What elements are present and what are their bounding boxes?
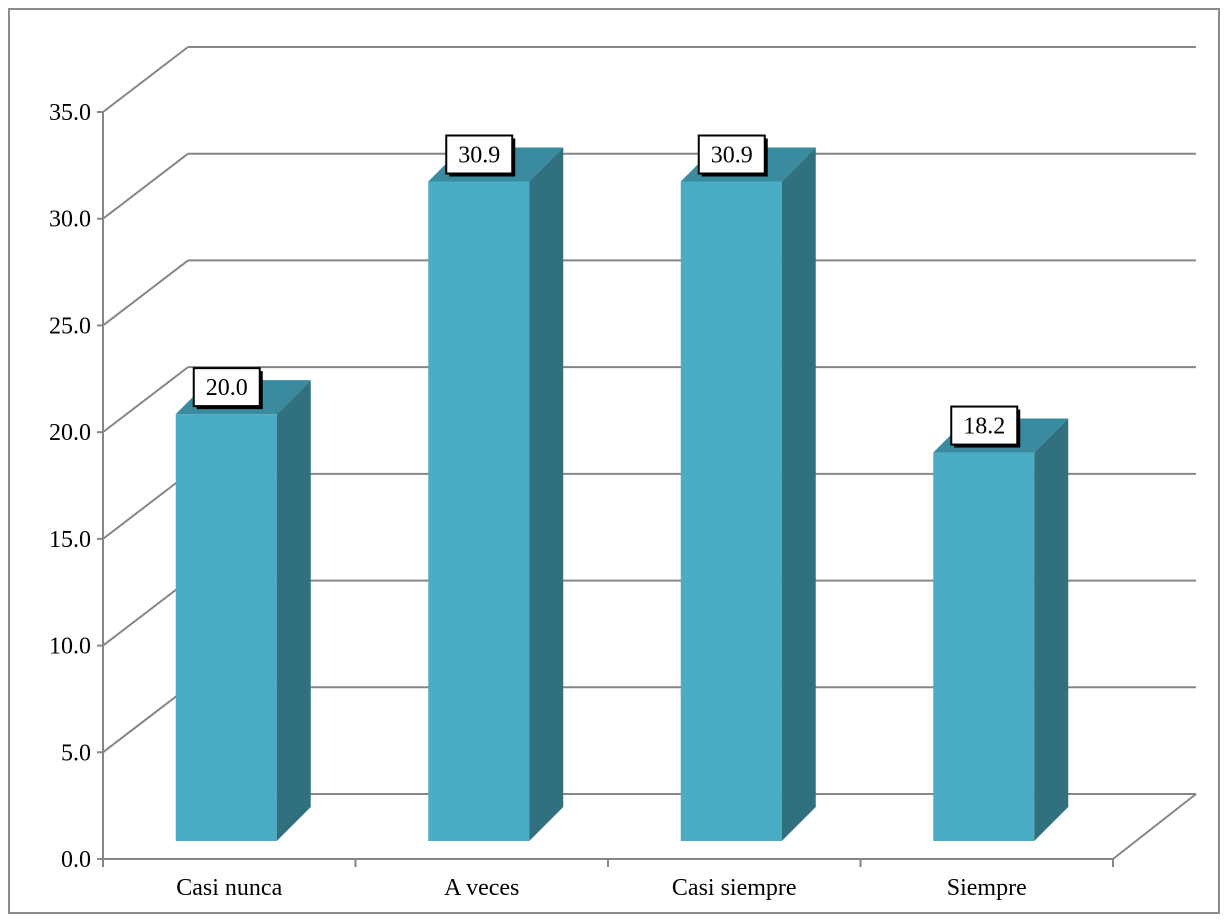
data-label-text: 30.9	[711, 143, 753, 169]
x-category-label: Siempre	[947, 875, 1027, 901]
bar-side	[781, 147, 816, 841]
gridline-diagonal	[102, 473, 189, 540]
gridline-diagonal	[102, 259, 189, 327]
y-tick-label: 20.0	[49, 420, 91, 446]
bar-2	[428, 147, 564, 841]
data-label-box	[192, 367, 261, 408]
bar-side	[1034, 418, 1069, 841]
x-category-label: A veces	[444, 875, 519, 901]
data-label-box	[950, 405, 1019, 446]
bar-4	[933, 418, 1069, 841]
data-label-box	[697, 134, 766, 175]
bar-front	[680, 181, 782, 841]
y-tick-label: 30.0	[49, 207, 91, 233]
gridline-diagonal	[102, 686, 189, 754]
gridline-diagonal	[102, 366, 189, 433]
x-category-label: Casi siempre	[672, 875, 797, 901]
data-label-1: 20.0	[192, 367, 263, 410]
x-category-label: Casi nunca	[176, 875, 282, 901]
bar-side	[529, 147, 564, 841]
data-label-3: 30.9	[697, 134, 768, 177]
bar-front	[428, 181, 530, 841]
floor-right-edge	[1112, 793, 1197, 860]
bar-side	[276, 380, 311, 841]
bar-front	[933, 452, 1035, 841]
bar-3	[680, 147, 816, 841]
data-label-text: 18.2	[963, 414, 1005, 440]
axes	[102, 112, 1114, 867]
data-label-2: 30.9	[445, 134, 516, 177]
gridline-diagonal	[102, 46, 189, 113]
y-tick-label: 35.0	[49, 100, 91, 126]
y-tick-label: 15.0	[49, 527, 91, 553]
y-axis-ticks: 0.0 5.0 10.0 15.0 20.0 25.0 30.0 35.0	[49, 100, 103, 873]
y-tick-label: 25.0	[49, 313, 91, 339]
gridline-diagonal	[102, 579, 189, 647]
bar-1	[175, 380, 311, 841]
data-label-text: 30.9	[458, 143, 500, 169]
bar-front	[175, 414, 277, 841]
y-tick-label: 10.0	[49, 634, 91, 660]
data-label-4: 18.2	[950, 405, 1021, 448]
data-label-box	[445, 134, 514, 175]
category-labels: Casi nunca A veces Casi siempre Siempre	[176, 875, 1026, 901]
y-tick-label: 5.0	[61, 740, 91, 766]
gridline-diagonal	[102, 152, 189, 220]
data-labels: 20.0 30.9 30.9 18.2	[192, 134, 1021, 448]
data-label-text: 20.0	[206, 375, 248, 401]
y-tick-label: 0.0	[61, 847, 91, 873]
bars	[175, 147, 1069, 841]
